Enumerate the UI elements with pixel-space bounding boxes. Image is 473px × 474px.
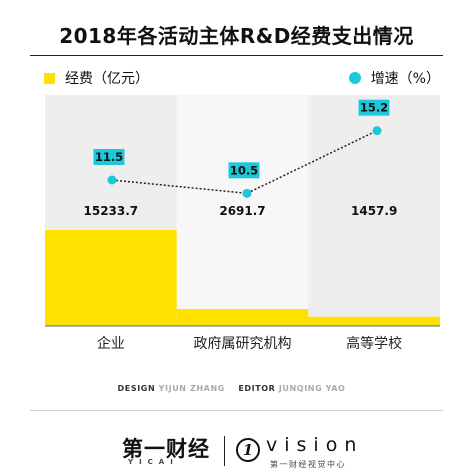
chart-title: 2018年各活动主体R&D经费支出情况 [59,24,414,48]
footer-separator [224,436,225,466]
bar-value-label-1: 2691.7 [219,204,265,218]
legend-line-dot [348,72,361,84]
title-divider [30,55,443,56]
growth-line [111,129,378,195]
growth-point-0 [107,175,117,185]
category-label-2: 高等学校 [346,335,402,352]
footer-vision-sub: 第一财经视觉中心 [270,460,346,469]
category-label-0: 企业 [97,335,125,352]
category-label-1: 政府属研究机构 [194,336,292,352]
legend-bar-swatch [44,72,55,84]
bar-value-label-0: 15233.7 [84,204,139,218]
design-name: YIJUN ZHANG [158,384,225,393]
editor-label: EDITOR [238,384,276,393]
footer-divider [30,410,443,411]
legend-bar-label: 经费（亿元） [65,71,149,87]
design-label: DESIGN [117,384,156,393]
chart-band-1 [176,95,309,326]
vision-logo-icon: 1 [236,438,260,462]
growth-label-0: 11.5 [95,150,123,164]
bar-value-label-2: 1457.9 [351,204,397,218]
bar-2 [308,316,440,326]
footer-vision-text: vision [266,434,364,456]
editor-name: JUNQING YAO [278,384,346,393]
legend-line-label: 增速（%） [370,71,440,87]
legend-bar: 经费（亿元） [44,68,149,88]
growth-label-box-0 [93,149,125,165]
credits: DESIGN YIJUN ZHANG EDITOR JUNQING YAO [0,384,473,393]
bar-0 [45,230,177,326]
bar-1 [176,309,309,326]
growth-label-1: 10.5 [230,163,258,177]
growth-point-1 [242,188,252,198]
growth-point-2 [372,126,382,136]
footer-brand-logo: 第一财经 [122,437,210,461]
legend-line: 增速（%） [348,68,440,88]
growth-label-box-1 [228,162,260,179]
footer-brand-sub: YICAI [128,458,179,466]
growth-label-box-2 [358,99,390,116]
growth-label-2: 15.2 [360,101,388,115]
